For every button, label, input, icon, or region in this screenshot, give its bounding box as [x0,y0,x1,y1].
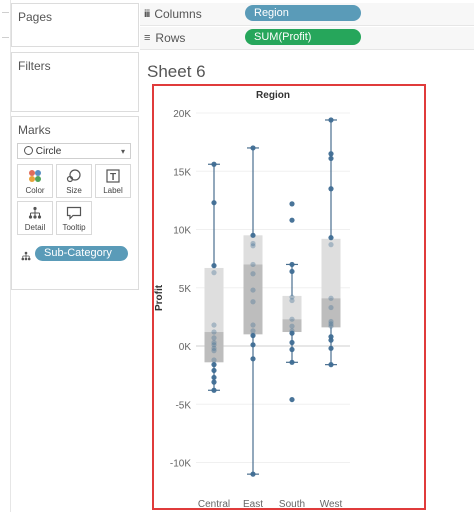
mark-type-value: Circle [35,146,62,157]
highlight-frame [152,84,426,510]
strip-tick [2,12,9,13]
pages-title: Pages [18,10,53,24]
color-button[interactable]: Color [17,164,53,198]
detail-icon [18,205,52,221]
region-pill-label: Region [254,7,289,19]
tooltip-button[interactable]: Tooltip [56,201,92,235]
label-label: Label [103,186,123,195]
filters-title: Filters [18,59,51,73]
sum-profit-pill[interactable]: SUM(Profit) [245,29,361,45]
rows-label: Rows [155,31,186,45]
tooltip-label: Tooltip [62,223,86,232]
left-edge-strip [0,0,11,512]
columns-shelf-label: iii Columns [144,7,202,21]
rows-shelf-label: ≡ Rows [144,31,185,45]
label-button[interactable]: T Label [95,164,131,198]
circle-icon [24,146,33,155]
sum-profit-pill-label: SUM(Profit) [254,31,312,43]
color-icon [18,168,52,184]
columns-label: Columns [154,7,202,21]
pages-shelf[interactable]: Pages [11,3,139,47]
size-button[interactable]: Size [56,164,92,198]
detail-small-icon [21,248,31,266]
sub-category-pill-label: Sub-Category [44,247,112,259]
svg-text:T: T [110,172,116,183]
detail-button[interactable]: Detail [17,201,53,235]
marks-title: Marks [18,123,51,137]
sheet-title: Sheet 6 [147,62,206,81]
size-icon [57,168,91,184]
sub-category-pill[interactable]: Sub-Category [35,246,128,261]
filters-shelf[interactable]: Filters [11,52,139,112]
strip-tick [2,37,9,38]
mark-type-dropdown[interactable]: Circle ▾ [17,143,131,159]
chevron-down-icon: ▾ [120,147,125,156]
rows-icon: ≡ [144,32,151,44]
size-label: Size [66,186,82,195]
label-t-icon: T [96,168,130,184]
tooltip-icon [57,205,91,221]
color-label: Color [25,186,45,195]
region-pill[interactable]: Region [245,5,361,21]
columns-icon: iii [144,8,150,20]
detail-label: Detail [24,223,46,232]
